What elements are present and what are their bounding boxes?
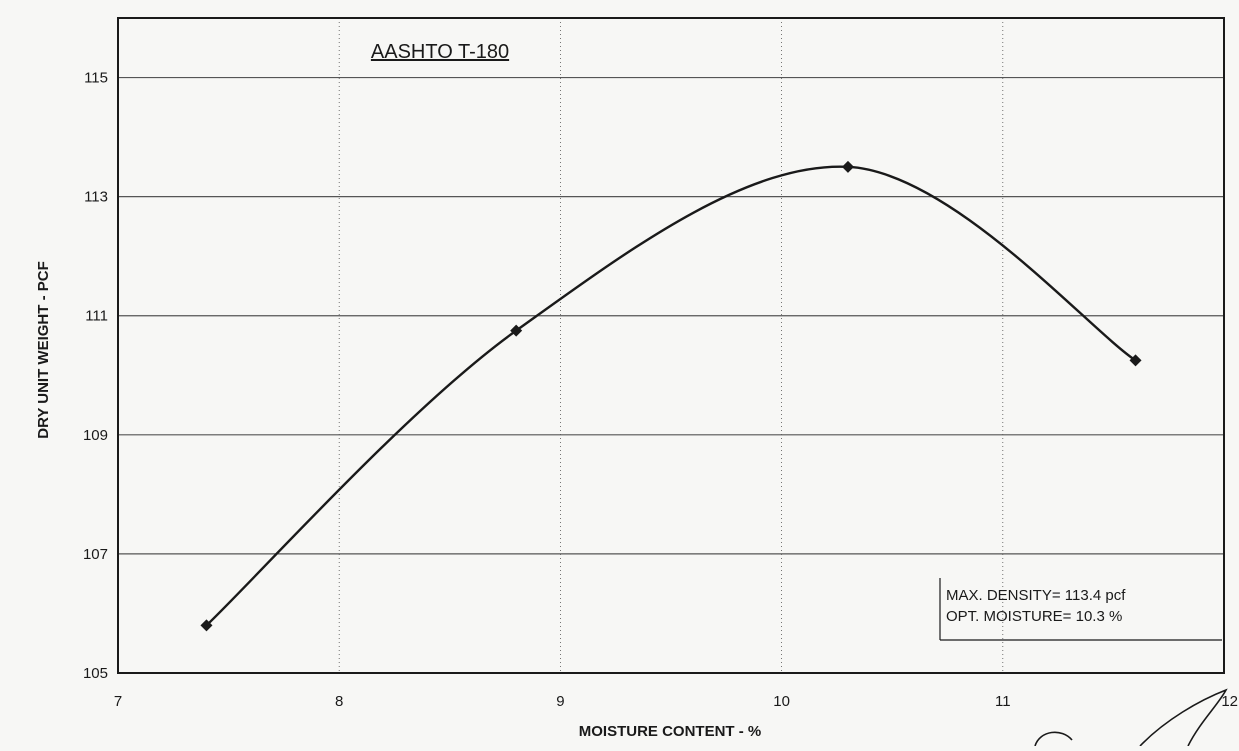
x-tick-label: 11 <box>995 693 1011 710</box>
grid-lines <box>118 18 1224 674</box>
series-line <box>205 165 1137 627</box>
y-tick-label: 109 <box>83 427 108 444</box>
y-tick-label: 115 <box>84 70 108 87</box>
chart-title: AASHTO T-180 <box>371 41 509 63</box>
opt-moisture-label: OPT. MOISTURE= 10.3 % <box>946 608 1122 625</box>
x-tick-label: 12 <box>1221 693 1238 710</box>
y-tick-labels: 105 107 109 111 113 115 <box>83 70 108 682</box>
data-point <box>841 160 854 173</box>
y-tick-label: 113 <box>84 189 108 206</box>
x-tick-label: 7 <box>114 693 122 710</box>
data-points <box>200 160 1142 632</box>
y-tick-label: 105 <box>83 665 108 682</box>
data-point <box>510 324 523 337</box>
plot-frame <box>117 17 1225 674</box>
max-density-label: MAX. DENSITY= 113.4 pcf <box>946 587 1126 604</box>
y-tick-label: 107 <box>83 546 108 563</box>
x-tick-labels: 7 8 9 10 11 12 <box>114 693 1238 710</box>
x-tick-label: 8 <box>335 693 343 710</box>
signature-mark <box>1034 688 1228 747</box>
x-tick-label: 10 <box>773 693 790 710</box>
result-box: MAX. DENSITY= 113.4 pcf OPT. MOISTURE= 1… <box>939 578 1222 641</box>
data-point <box>1129 354 1142 367</box>
y-axis-title: DRY UNIT WEIGHT - PCF <box>35 261 52 439</box>
y-tick-label: 111 <box>85 308 108 325</box>
data-point <box>200 619 213 632</box>
x-axis-title: MOISTURE CONTENT - % <box>579 723 762 740</box>
x-tick-label: 9 <box>556 693 564 710</box>
